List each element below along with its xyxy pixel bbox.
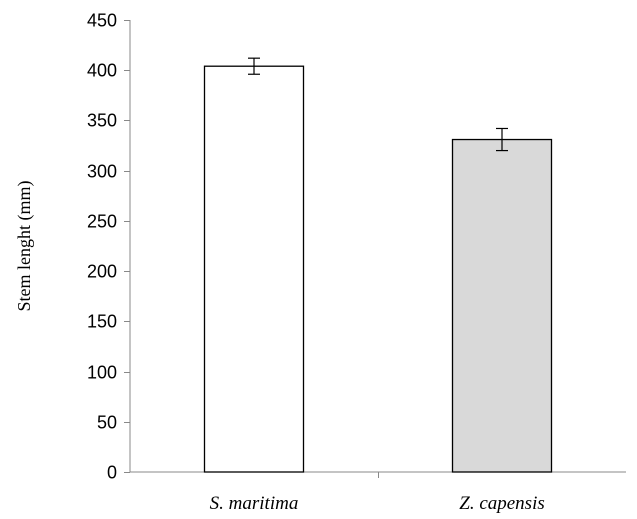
y-tick-label-200: 200 (87, 262, 117, 282)
y-tick-label-300: 300 (87, 162, 117, 182)
labels-layer: 0 50 100 150 200 250 300 350 400 450 S. maritima Z.… (87, 11, 545, 515)
bar-1 (203, 65, 305, 473)
y-tick-label-450: 450 (87, 11, 117, 31)
y-tick-label-150: 150 (87, 312, 117, 332)
y-tick-label-50: 50 (97, 413, 117, 433)
bar-2 (451, 138, 553, 473)
y-tick-label-400: 400 (87, 61, 117, 81)
bars-layer (203, 65, 553, 473)
x-category-label-2: Z. capensis (459, 493, 545, 514)
y-axis-title: Stem lenght (mm) (14, 181, 35, 312)
x-category-label-1: S. maritima (210, 493, 299, 514)
y-tick-label-250: 250 (87, 212, 117, 232)
y-tick-label-0: 0 (107, 463, 117, 483)
error-bars-layer (248, 57, 508, 152)
y-tick-label-350: 350 (87, 111, 117, 131)
y-tick-label-100: 100 (87, 363, 117, 383)
